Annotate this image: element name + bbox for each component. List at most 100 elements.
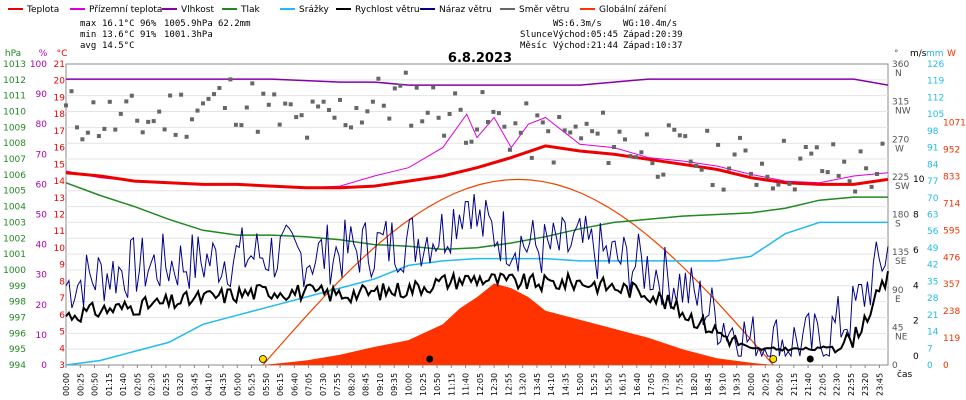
ms-axis-tick: 6 (913, 246, 919, 256)
wind-direction-point (233, 122, 238, 127)
wind-direction-point (749, 171, 753, 176)
wind-direction-point (644, 132, 649, 137)
stat-text: 1005.9hPa (164, 19, 213, 29)
c-axis-unit: °C (57, 49, 68, 59)
x-tick-label: 12:30 (490, 373, 499, 396)
hpa-axis-tick: 1008 (3, 139, 26, 149)
wind-direction-point (518, 130, 523, 135)
w-axis-tick: 833 (943, 172, 960, 182)
x-tick-label: 00:00 (62, 373, 71, 396)
mm-axis-tick: 126 (927, 60, 944, 70)
wind-direction-point (776, 182, 781, 187)
mm-axis-tick: 49 (927, 244, 939, 254)
mm-axis-tick: 119 (927, 77, 944, 87)
stat-text: Slunce (520, 30, 553, 40)
x-tick-label: 10:00 (405, 373, 414, 396)
deg-axis-tick: 90 (892, 286, 904, 296)
wind-direction-point (464, 140, 468, 145)
wind-direction-point (414, 85, 419, 90)
x-tick-label: 19:10 (718, 373, 727, 396)
wind-direction-point (80, 137, 85, 142)
dir-axis-tick: SE (895, 257, 907, 267)
deg-axis-tick: 0 (892, 361, 898, 371)
wind-direction-point (85, 130, 90, 135)
x-tick-label: 01:15 (105, 373, 114, 396)
x-tick-label: 20:00 (747, 373, 756, 396)
legend-label: Vlhkost (181, 5, 214, 15)
stat-text: max (80, 19, 97, 29)
x-tick-label: 11:40 (462, 373, 471, 396)
wind-direction-point (787, 181, 792, 186)
wind-direction-point (760, 161, 764, 166)
wind-direction-point (403, 70, 408, 75)
pct-axis-unit: % (39, 49, 48, 59)
deg-axis-tick: 180 (892, 211, 909, 221)
mm-axis-tick: 42 (927, 261, 938, 271)
wind-direction-point (146, 119, 151, 124)
wind-direction-point (310, 99, 315, 104)
wind-direction-point (595, 131, 600, 136)
legend-label: Náraz větru (439, 5, 492, 15)
dir-axis-tick: E (895, 295, 901, 305)
deg-axis-tick: 135 (892, 248, 909, 258)
mm-axis-tick: 0 (927, 361, 933, 371)
wind-direction-point (770, 186, 775, 191)
wind-direction-point (727, 166, 732, 171)
x-tick-label: 22:05 (818, 373, 827, 396)
wind-direction-point (743, 148, 748, 153)
wind-direction-point (431, 85, 436, 90)
wind-direction-point (858, 149, 863, 154)
x-tick-label: 01:40 (119, 373, 128, 396)
mm-axis-tick: 98 (927, 127, 939, 137)
x-tick-label: 13:20 (519, 373, 528, 396)
pct-axis-tick: 100 (30, 60, 47, 70)
stat-text: 1001.3hPa (164, 30, 213, 40)
x-axis-unit: čas (897, 369, 912, 380)
hpa-axis-tick: 1002 (3, 234, 26, 244)
hpa-axis-tick: 1004 (3, 203, 26, 213)
mm-axis-tick: 105 (927, 110, 944, 120)
legend-label: Globální záření (599, 5, 667, 15)
mm-axis-tick: 56 (927, 227, 939, 237)
stat-text: WS:6.3m/s (553, 19, 602, 29)
hpa-axis-tick: 1003 (3, 218, 26, 228)
pressure-line (65, 182, 888, 251)
hpa-axis-tick: 995 (9, 345, 26, 355)
dir-axis-tick: NW (895, 107, 911, 117)
x-tick-label: 04:10 (205, 373, 214, 396)
mm-axis-tick: 7 (927, 344, 933, 354)
wind-direction-point (480, 90, 485, 95)
wind-direction-point (803, 145, 808, 149)
wind-direction-point (107, 99, 112, 104)
x-tick-label: 10:25 (419, 373, 428, 396)
wind-direction-point (557, 115, 562, 119)
wind-direction-point (75, 125, 79, 130)
x-tick-label: 22:30 (833, 373, 842, 396)
hpa-axis-tick: 1007 (3, 155, 26, 165)
c-axis-tick: 9 (59, 261, 65, 271)
hpa-axis-tick: 1005 (3, 187, 26, 197)
legend-label: Směr větru (519, 5, 569, 15)
deg-axis-tick: 360 (892, 60, 909, 70)
ms-axis-tick: 10 (913, 175, 925, 185)
wind-direction-point (809, 151, 814, 156)
mm-axis-tick: 21 (927, 311, 938, 321)
humidity-line (66, 78, 889, 86)
deg-axis-unit: ° (894, 49, 899, 59)
hpa-axis-tick: 1001 (3, 250, 26, 260)
wind-direction-point (420, 119, 425, 124)
hpa-axis-tick: 1013 (3, 60, 26, 70)
chart-title: 6.8.2023 (448, 51, 512, 66)
stat-text: 13.6°C (102, 30, 135, 40)
wind-direction-point (124, 99, 129, 104)
wind-direction-point (129, 93, 134, 98)
markers (259, 355, 814, 363)
wind-direction-point (814, 145, 819, 150)
wind-direction-point (650, 161, 655, 166)
wind-direction-point (102, 126, 107, 131)
ms-axis-tick: 0 (913, 352, 919, 362)
x-tick-label: 00:50 (91, 373, 100, 396)
wind-direction-point (486, 120, 490, 124)
wind-gust-line (65, 194, 889, 358)
pct-axis-tick: 60 (36, 180, 48, 190)
